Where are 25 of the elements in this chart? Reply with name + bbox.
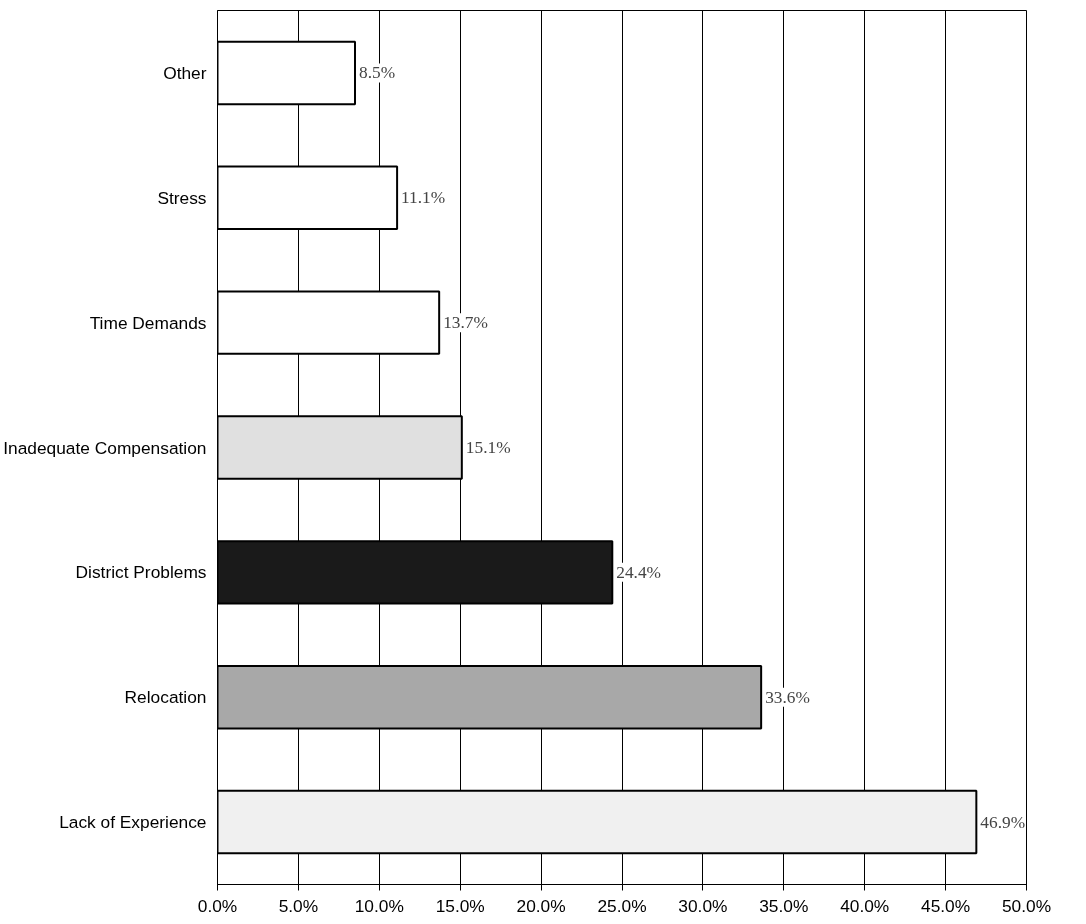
x-tick-label: 45.0%: [921, 895, 971, 916]
x-tick-label: 50.0%: [1001, 895, 1052, 916]
x-tick-label: 25.0%: [597, 895, 647, 916]
x-tick-label: 0.0%: [197, 895, 238, 916]
x-tick-label: 20.0%: [516, 895, 566, 916]
y-tick-label: Time Demands: [89, 312, 207, 333]
y-tick-label: Relocation: [124, 687, 207, 708]
x-tick-label: 35.0%: [759, 895, 809, 916]
y-tick-label: Lack of Experience: [59, 812, 207, 833]
x-tick-label: 30.0%: [678, 895, 728, 916]
y-tick-label: District Problems: [75, 562, 207, 583]
data-label: 11.1%: [401, 188, 446, 208]
x-tick-label: 40.0%: [840, 895, 890, 916]
data-label: 15.1%: [465, 438, 511, 457]
data-label: 8.5%: [359, 63, 396, 83]
data-label: 46.9%: [980, 812, 1026, 832]
data-label: 13.7%: [443, 313, 488, 333]
x-tick-label: 10.0%: [354, 895, 404, 916]
x-tick-label: 15.0%: [435, 895, 485, 916]
x-tick-label: 5.0%: [278, 895, 319, 916]
y-tick-label: Other: [163, 62, 207, 83]
y-tick-label: Inadequate Compensation: [3, 437, 207, 458]
data-label: 33.6%: [765, 687, 810, 707]
data-label: 24.4%: [616, 562, 662, 582]
y-tick-label: Stress: [157, 187, 207, 208]
